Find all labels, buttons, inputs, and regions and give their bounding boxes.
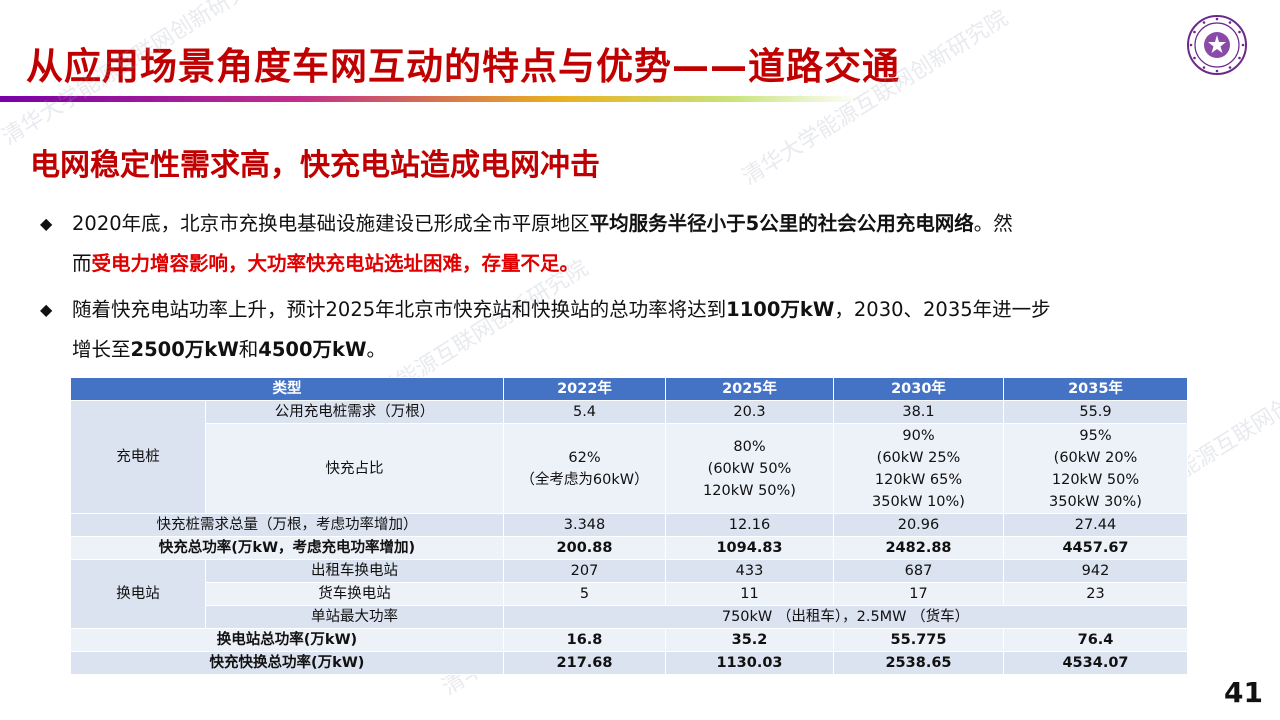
group-charging-pile: 充电桩 <box>70 400 206 514</box>
table-cell: 687 <box>833 559 1004 583</box>
table-cell: 76.4 <box>1003 628 1188 652</box>
bullet-2-line-2: 增长至2500万kW和4500万kW。 <box>72 338 387 361</box>
diamond-bullet-icon: ◆ <box>40 214 53 233</box>
row-label: 快充快换总功率(万kW) <box>70 651 504 675</box>
page-number: 41 <box>1224 676 1263 709</box>
row-label: 快充总功率(万kW，考虑充电功率增加) <box>70 536 504 560</box>
charging-forecast-table: 类型 2022年 2025年 2030年 2035年 充电桩 公用充电桩需求（万… <box>70 377 1188 675</box>
table-cell: 4534.07 <box>1003 651 1188 675</box>
table-cell: 27.44 <box>1003 513 1188 537</box>
row-label: 换电站总功率(万kW) <box>70 628 504 652</box>
diamond-bullet-icon: ◆ <box>40 300 53 319</box>
header-2025: 2025年 <box>665 377 834 401</box>
table-cell: 12.16 <box>665 513 834 537</box>
table-cell: 942 <box>1003 559 1188 583</box>
table-cell: 207 <box>503 559 666 583</box>
table-cell: 2538.65 <box>833 651 1004 675</box>
bold-highlight: 4500万kW <box>258 338 367 361</box>
table-cell: 217.68 <box>503 651 666 675</box>
table-row: 快充总功率(万kW，考虑充电功率增加) 200.88 1094.83 2482.… <box>70 536 1188 560</box>
header-type: 类型 <box>70 377 504 401</box>
bullet-1-line-1: 2020年底，北京市充换电基础设施建设已形成全市平原地区平均服务半径小于5公里的… <box>72 212 1013 235</box>
table-cell: 20.3 <box>665 400 834 424</box>
bullet-1-line-2: 而受电力增容影响，大功率快充电站选址困难，存量不足。 <box>72 252 580 275</box>
table-cell: 433 <box>665 559 834 583</box>
row-label: 快充桩需求总量（万根，考虑功率增加） <box>70 513 504 537</box>
title-gradient-rule <box>0 96 860 102</box>
table-cell: 20.96 <box>833 513 1004 537</box>
red-highlight: 受电力增容影响，大功率快充电站选址困难，存量不足。 <box>91 252 580 275</box>
header-2022: 2022年 <box>503 377 666 401</box>
bold-highlight: 平均服务半径小于5公里的社会公用充电网络 <box>589 212 974 235</box>
table-cell: 5 <box>503 582 666 606</box>
table-cell: 90% (60kW 25% 120kW 65% 350kW 10%) <box>833 423 1004 514</box>
table-cell: 200.88 <box>503 536 666 560</box>
table-row: 快充快换总功率(万kW) 217.68 1130.03 2538.65 4534… <box>70 651 1188 675</box>
university-seal-icon <box>1187 15 1247 75</box>
table-row: 换电站 出租车换电站 207 433 687 942 <box>70 559 1188 629</box>
bold-highlight: 2500万kW <box>130 338 239 361</box>
row-label: 货车换电站 <box>205 582 504 606</box>
table-cell: 80% (60kW 50% 120kW 50%) <box>665 423 834 514</box>
table-cell: 95% (60kW 20% 120kW 50% 350kW 30%) <box>1003 423 1188 514</box>
row-label: 快充占比 <box>205 423 504 514</box>
row-label: 公用充电桩需求（万根） <box>205 400 504 424</box>
bullet-paragraph-2: ◆ 随着快充电站功率上升，预计2025年北京市快充站和快换站的总功率将达到110… <box>40 290 1240 370</box>
header-2030: 2030年 <box>833 377 1004 401</box>
table-cell: 55.775 <box>833 628 1004 652</box>
table-cell: 1094.83 <box>665 536 834 560</box>
table-cell: 23 <box>1003 582 1188 606</box>
table-cell: 5.4 <box>503 400 666 424</box>
table-cell: 1130.03 <box>665 651 834 675</box>
row-label: 单站最大功率 <box>205 605 504 629</box>
table-cell: 16.8 <box>503 628 666 652</box>
table-header-row: 类型 2022年 2025年 2030年 2035年 <box>70 377 1188 401</box>
group-swap-station: 换电站 <box>70 559 206 629</box>
table-cell: 38.1 <box>833 400 1004 424</box>
table-cell: 55.9 <box>1003 400 1188 424</box>
table-row: 单站最大功率 750kW （出租车），2.5MW （货车） <box>71 605 1188 629</box>
bold-highlight: 1100万kW <box>726 298 835 321</box>
bullet-paragraph-1: ◆ 2020年底，北京市充换电基础设施建设已形成全市平原地区平均服务半径小于5公… <box>40 204 1240 284</box>
section-subtitle: 电网稳定性需求高，快充电站造成电网冲击 <box>30 148 600 183</box>
table-row: 快充桩需求总量（万根，考虑功率增加） 3.348 12.16 20.96 27.… <box>70 513 1188 537</box>
table-cell: 62% （全考虑为60kW） <box>503 423 666 514</box>
table-cell: 35.2 <box>665 628 834 652</box>
table-cell: 17 <box>833 582 1004 606</box>
bullet-2-line-1: 随着快充电站功率上升，预计2025年北京市快充站和快换站的总功率将达到1100万… <box>72 298 1051 321</box>
table-row: 换电站总功率(万kW) 16.8 35.2 55.775 76.4 <box>70 628 1188 652</box>
table-row: 货车换电站 5 11 17 23 <box>71 582 1188 606</box>
table-row: 快充占比 62% （全考虑为60kW） 80% (60kW 50% 120kW 50%… <box>71 423 1188 514</box>
table-cell: 750kW （出租车），2.5MW （货车） <box>503 605 1188 629</box>
header-2035: 2035年 <box>1003 377 1188 401</box>
slide-title: 从应用场景角度车网互动的特点与优势——道路交通 <box>26 45 900 88</box>
table-cell: 3.348 <box>503 513 666 537</box>
table-cell: 4457.67 <box>1003 536 1188 560</box>
row-label: 出租车换电站 <box>205 559 504 583</box>
table-row: 充电桩 公用充电桩需求（万根） 5.4 20.3 38.1 55.9 <box>70 400 1188 514</box>
table-cell: 2482.88 <box>833 536 1004 560</box>
table-cell: 11 <box>665 582 834 606</box>
